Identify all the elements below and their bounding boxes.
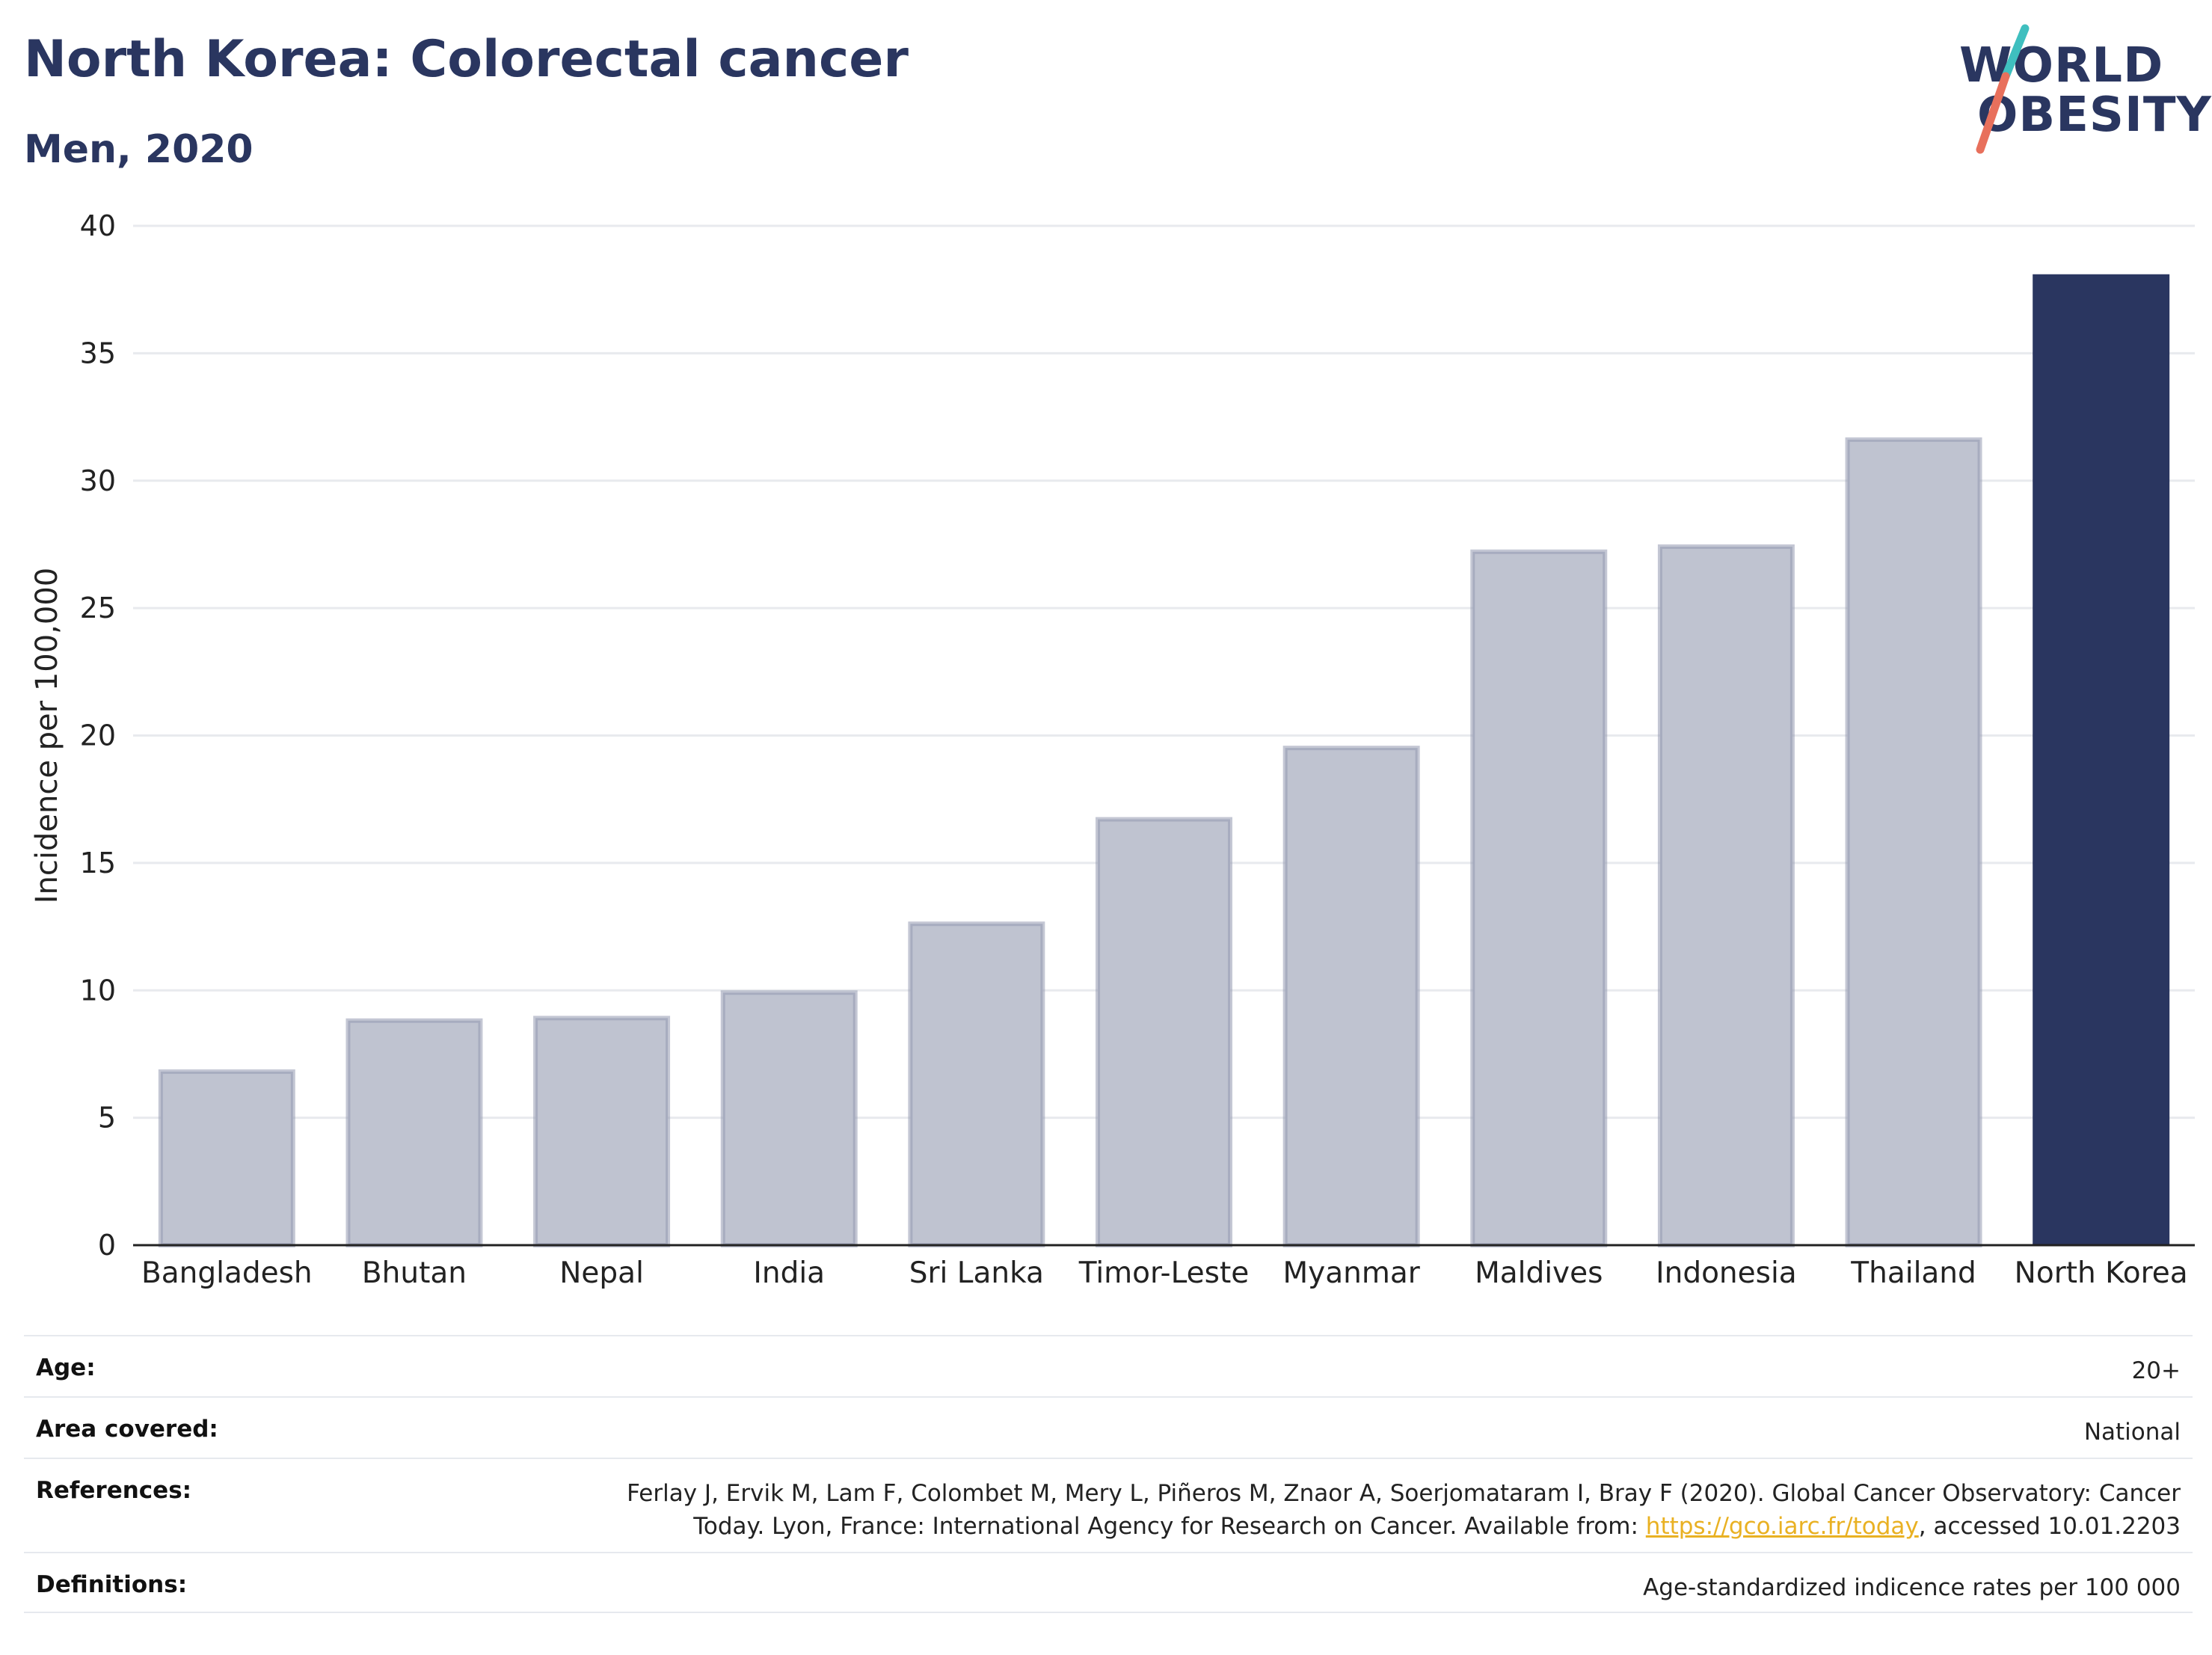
bar	[2033, 274, 2170, 1246]
bar	[533, 1016, 671, 1247]
y-tick-label: 10	[80, 974, 116, 1007]
bar	[1845, 437, 1982, 1247]
y-tick-label: 5	[98, 1102, 116, 1134]
definitions-label: Definitions:	[36, 1571, 188, 1598]
y-tick-label: 0	[98, 1229, 116, 1262]
x-tick-label: North Korea	[2015, 1256, 2188, 1290]
meta-row-references: References: Ferlay J, Ervik M, Lam F, Co…	[24, 1458, 2193, 1552]
bar	[720, 990, 858, 1247]
y-tick-label: 15	[80, 847, 116, 879]
page-subtitle: Men, 2020	[24, 127, 254, 172]
x-tick-label: Bangladesh	[141, 1256, 313, 1290]
x-tick-label: Myanmar	[1282, 1256, 1420, 1290]
bar	[1657, 544, 1795, 1247]
area-label: Area covered:	[36, 1416, 218, 1443]
references-link[interactable]: https://gco.iarc.fr/today	[1645, 1513, 1919, 1540]
world-obesity-logo: WORLD OBESITY	[1944, 22, 2211, 157]
references-line2-post: , accessed 10.01.2203	[1918, 1513, 2181, 1540]
bar	[1096, 817, 1232, 1247]
y-tick-label: 25	[80, 592, 116, 624]
references-label: References:	[36, 1477, 192, 1504]
x-tick-label: Bhutan	[362, 1256, 467, 1290]
x-tick-label: Sri Lanka	[909, 1256, 1044, 1290]
bar	[158, 1069, 295, 1247]
x-tick-label: Timor-Leste	[1078, 1256, 1250, 1290]
bar-chart: 0 5 10 15 20 25 30 35 40 Incidence per 100,000 Ban…	[30, 209, 2195, 1290]
references-value: Ferlay J, Ervik M, Lam F, Colombet M, Me…	[627, 1477, 2181, 1543]
age-value: 20+	[2131, 1357, 2181, 1384]
y-tick-label: 20	[80, 719, 116, 752]
x-tick-label: Maldives	[1475, 1256, 1603, 1290]
age-label: Age:	[36, 1354, 96, 1381]
meta-row-area: Area covered: National	[24, 1396, 2193, 1458]
references-line1: Ferlay J, Ervik M, Lam F, Colombet M, Me…	[627, 1480, 2181, 1507]
x-tick-label: Nepal	[559, 1256, 644, 1290]
bar	[345, 1018, 483, 1248]
meta-row-definitions: Definitions: Age-standardized indicence …	[24, 1552, 2193, 1613]
x-tick-label: Thailand	[1850, 1256, 1976, 1290]
metadata-table: Age: 20+ Area covered: National Referenc…	[24, 1335, 2193, 1613]
bar	[1470, 549, 1608, 1247]
y-tick-label: 40	[80, 209, 116, 242]
meta-row-age: Age: 20+	[24, 1335, 2193, 1396]
page-title: North Korea: Colorectal cancer	[24, 30, 909, 89]
logo-word-world: WORLD	[1959, 38, 2164, 93]
bar	[908, 921, 1045, 1247]
bar	[1282, 746, 1420, 1247]
y-axis-title: Incidence per 100,000	[30, 568, 64, 904]
area-value: National	[2083, 1419, 2181, 1446]
definitions-value: Age-standardized indicence rates per 100…	[1643, 1574, 2181, 1601]
y-tick-label: 35	[80, 337, 116, 369]
logo-slash-icon	[1976, 24, 2030, 154]
logo-word-obesity: OBESITY	[1977, 87, 2212, 143]
y-tick-label: 30	[80, 464, 116, 497]
x-tick-label: Indonesia	[1656, 1256, 1797, 1290]
references-line2-pre: Today. Lyon, France: International Agenc…	[693, 1513, 1646, 1540]
x-tick-label: India	[753, 1256, 825, 1290]
